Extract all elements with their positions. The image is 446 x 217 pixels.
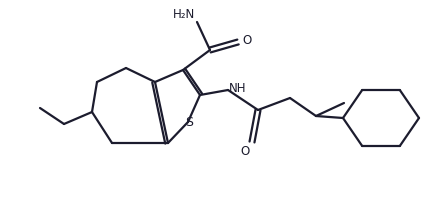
Text: O: O — [241, 145, 250, 158]
Text: S: S — [185, 115, 193, 128]
Text: H₂N: H₂N — [173, 8, 195, 21]
Text: O: O — [242, 35, 251, 48]
Text: NH: NH — [229, 82, 247, 95]
